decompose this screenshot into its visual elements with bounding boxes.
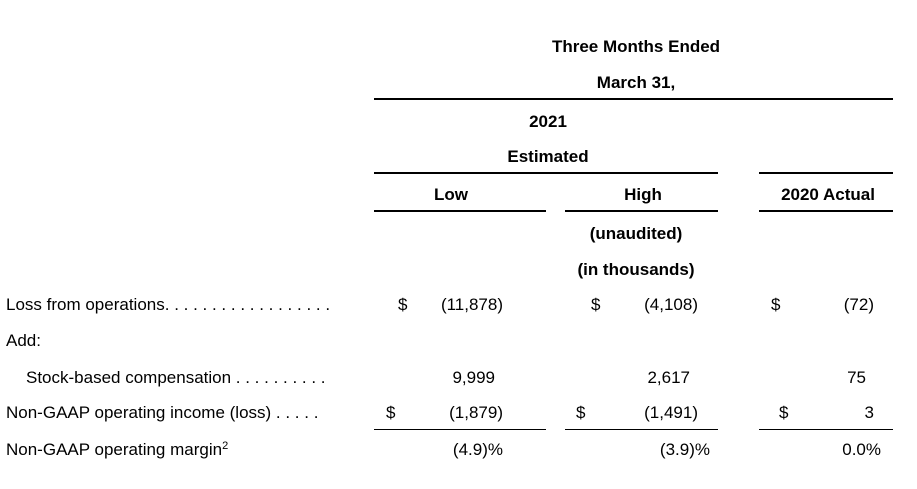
row-4-label-text: Non-GAAP operating margin: [6, 440, 223, 459]
row-label-non-gaap-operating-income: Non-GAAP operating income (loss) . . . .…: [6, 403, 319, 422]
row-0-high-currency: $: [591, 295, 601, 314]
row-0-actual-currency: $: [771, 295, 781, 314]
header-rule: [374, 98, 893, 100]
row-4-low-value: (4.9)%: [452, 440, 503, 459]
row-3-high-rule: [565, 429, 718, 430]
row-0-low-currency: $: [398, 295, 408, 314]
row-0-low-value: (11,878): [440, 295, 503, 314]
row-label-stock-based-compensation: Stock-based compensation . . . . . . . .…: [26, 368, 326, 387]
estimated-rule: [374, 172, 718, 174]
header-date: March 31,: [596, 73, 676, 92]
row-3-high-currency: $: [576, 403, 586, 422]
footnote-marker: 2: [222, 440, 229, 452]
low-col-rule: [374, 210, 546, 212]
col-low-header: Low: [434, 185, 468, 204]
row-3-low-rule: [374, 429, 546, 430]
row-4-actual-value: 0.0%: [842, 440, 881, 459]
row-3-high-value: (1,491): [644, 403, 698, 422]
header-year: 2021: [529, 112, 567, 131]
row-3-low-value: (1,879): [449, 403, 503, 422]
header-period: Three Months Ended: [551, 37, 721, 56]
header-estimated: Estimated: [507, 147, 589, 166]
header-units: (in thousands): [577, 260, 695, 279]
row-label-non-gaap-operating-margin: Non-GAAP operating margin2: [6, 440, 228, 460]
header-unaudited: (unaudited): [589, 224, 683, 243]
row-2-low-value: 9,999: [452, 368, 495, 387]
row-3-low-currency: $: [386, 403, 396, 422]
row-2-actual-value: 75: [847, 368, 866, 387]
actual-top-rule: [759, 172, 893, 174]
row-label-add: Add:: [6, 331, 41, 350]
row-3-actual-value: 3: [864, 403, 874, 422]
high-col-rule: [565, 210, 718, 212]
actual-col-rule: [759, 210, 893, 212]
row-label-loss-from-operations: Loss from operations. . . . . . . . . . …: [6, 295, 331, 314]
row-0-actual-value: (72): [843, 295, 874, 314]
row-4-high-value: (3.9)%: [659, 440, 710, 459]
row-3-actual-rule: [759, 429, 893, 430]
row-3-actual-currency: $: [779, 403, 789, 422]
row-0-high-value: (4,108): [644, 295, 698, 314]
col-actual-header: 2020 Actual: [781, 185, 875, 204]
row-2-high-value: 2,617: [647, 368, 690, 387]
col-high-header: High: [624, 185, 662, 204]
